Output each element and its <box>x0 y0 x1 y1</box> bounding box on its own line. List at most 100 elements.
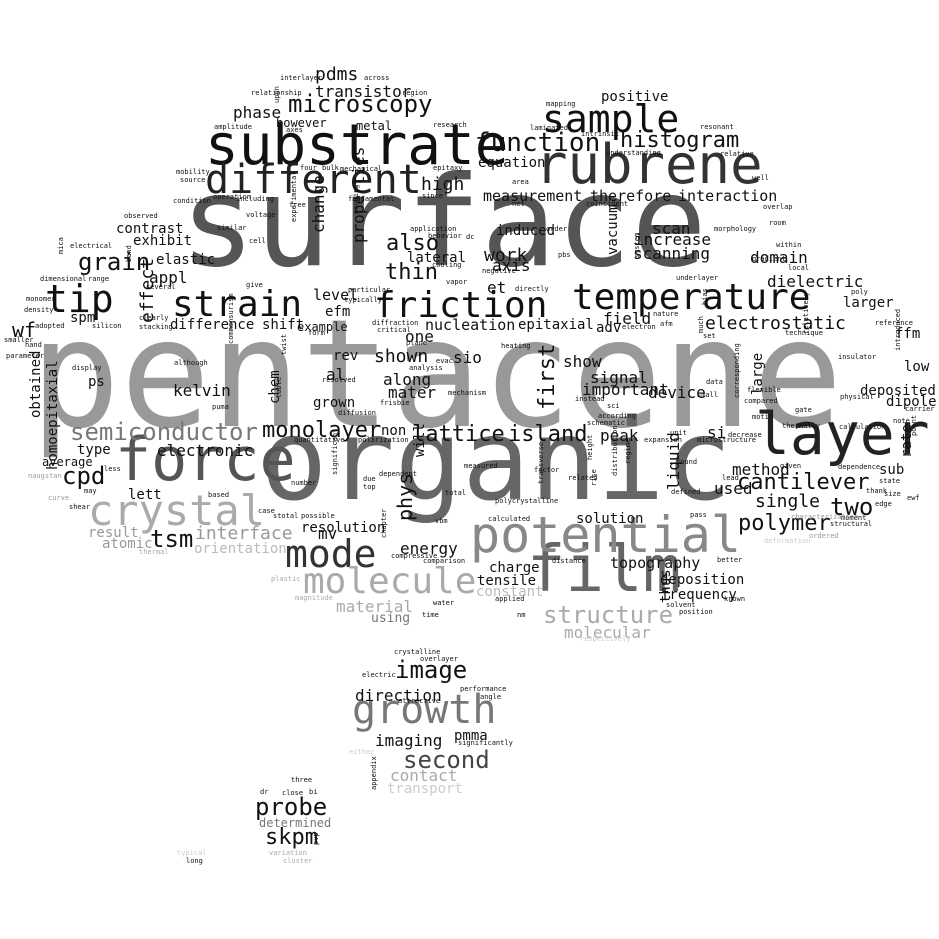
cloud-word: decrease <box>728 431 762 439</box>
cloud-word: epitaxy <box>433 164 463 172</box>
cloud-word: tsm <box>150 525 194 553</box>
cloud-word: case <box>258 507 275 515</box>
cloud-word: bi <box>309 788 318 796</box>
cloud-word: due <box>363 475 376 483</box>
cloud-word: although <box>174 359 208 367</box>
cloud-word: monolayer <box>262 418 382 443</box>
cloud-word: tensile <box>477 573 537 589</box>
cloud-word: nm <box>517 611 526 619</box>
cloud-word: interlayer <box>280 74 323 82</box>
cloud-word: non <box>381 423 407 439</box>
cloud-word: solvent <box>666 601 696 609</box>
cloud-word: mapping <box>546 100 576 108</box>
cloud-word: number <box>291 479 317 487</box>
cloud-word: shear <box>69 503 91 511</box>
cloud-word: commensurism <box>227 293 235 344</box>
cloud-word: hand <box>25 341 42 349</box>
cloud-word: elastic <box>156 252 216 268</box>
cloud-word: calculated <box>488 515 531 523</box>
cloud-word: one <box>405 327 434 346</box>
cloud-word: within <box>776 241 802 249</box>
cloud-word: interface <box>195 523 293 544</box>
cloud-word: similar <box>217 224 247 232</box>
cloud-word: appl <box>149 268 188 287</box>
cloud-word: less <box>104 465 121 473</box>
cloud-word: mater <box>388 383 437 402</box>
cloud-word: position <box>679 608 713 616</box>
cloud-word: constant <box>476 584 544 600</box>
cloud-word: electrical <box>70 242 113 250</box>
cloud-word: example <box>297 320 348 334</box>
cloud-word: vacuum <box>605 204 621 255</box>
cloud-word: either <box>349 748 375 756</box>
cloud-word: structural <box>830 520 873 528</box>
cloud-word: dielectric <box>767 272 864 291</box>
cloud-word: electric <box>362 671 396 679</box>
cloud-word: using <box>371 611 411 626</box>
cloud-word: resolved <box>322 376 356 384</box>
cloud-word: frequency <box>661 587 737 603</box>
cloud-word: also <box>386 231 439 256</box>
cloud-word: material <box>336 597 414 616</box>
cloud-word: high <box>421 174 465 195</box>
cloud-word: si <box>707 423 727 442</box>
cloud-word: low <box>904 359 930 375</box>
cloud-word: cluster <box>283 857 313 865</box>
cloud-word: strain <box>172 284 303 325</box>
cloud-word: efm <box>325 304 351 320</box>
cloud-word: tip <box>45 277 114 321</box>
cloud-word: schematic <box>587 419 625 427</box>
cloud-word: surface <box>180 150 707 295</box>
cloud-word: smaller <box>4 336 34 344</box>
cloud-word: morphology <box>714 225 757 233</box>
cloud-word: overlayer <box>420 655 458 663</box>
cloud-word: region <box>402 89 428 97</box>
cloud-word: source <box>180 176 206 184</box>
cloud-word: skpm <box>265 825 318 850</box>
cloud-word: room <box>769 219 786 227</box>
cloud-word: wf <box>12 318 37 342</box>
cloud-word: introduced <box>894 308 902 351</box>
cloud-word: laminated <box>530 124 568 132</box>
cloud-word: important <box>582 380 669 399</box>
cloud-word: comparison <box>423 557 466 565</box>
cloud-word: semiconductor <box>70 418 258 446</box>
cloud-word: dependent <box>379 470 417 478</box>
cloud-word: note <box>893 417 910 425</box>
cloud-word: understanding <box>606 149 661 157</box>
cloud-word: plastic <box>271 575 301 583</box>
cloud-word: significant <box>331 428 339 475</box>
cloud-word: carrier <box>905 405 935 413</box>
cloud-word: grown <box>313 395 356 411</box>
cloud-word: et <box>487 278 507 297</box>
cloud-word: much <box>697 316 705 333</box>
cloud-word: thin <box>385 260 438 285</box>
cloud-word: behavior <box>428 232 462 240</box>
cloud-word: image <box>395 656 468 684</box>
cloud-word: factor <box>534 466 560 474</box>
cloud-word: difference <box>170 317 255 333</box>
cloud-word: overlap <box>763 203 793 211</box>
cloud-word: pvp <box>312 832 320 845</box>
cloud-word: lett <box>128 487 162 503</box>
cloud-word: based <box>208 491 230 499</box>
cloud-word: moment <box>841 514 867 522</box>
cloud-word: contrast <box>116 221 184 237</box>
cloud-word: molecule <box>303 561 477 602</box>
cloud-word: gradient <box>752 255 786 263</box>
cloud-word: area <box>512 178 529 186</box>
cloud-word: mv <box>318 524 338 543</box>
cloud-word: thermal <box>139 548 169 556</box>
cloud-word: insulator <box>838 353 876 361</box>
cloud-word: data <box>706 378 723 386</box>
cloud-word: vbm <box>435 517 448 525</box>
cloud-word: show <box>563 352 602 371</box>
cloud-word: silicon <box>92 322 122 330</box>
cloud-word: monomer <box>26 295 56 303</box>
cloud-word: dimensional <box>40 275 87 283</box>
cloud-word: phys <box>393 472 417 521</box>
cloud-word: island <box>508 422 588 447</box>
cloud-word: sub <box>879 462 905 478</box>
cloud-word: performance <box>460 685 507 693</box>
cloud-word: film <box>527 533 682 607</box>
